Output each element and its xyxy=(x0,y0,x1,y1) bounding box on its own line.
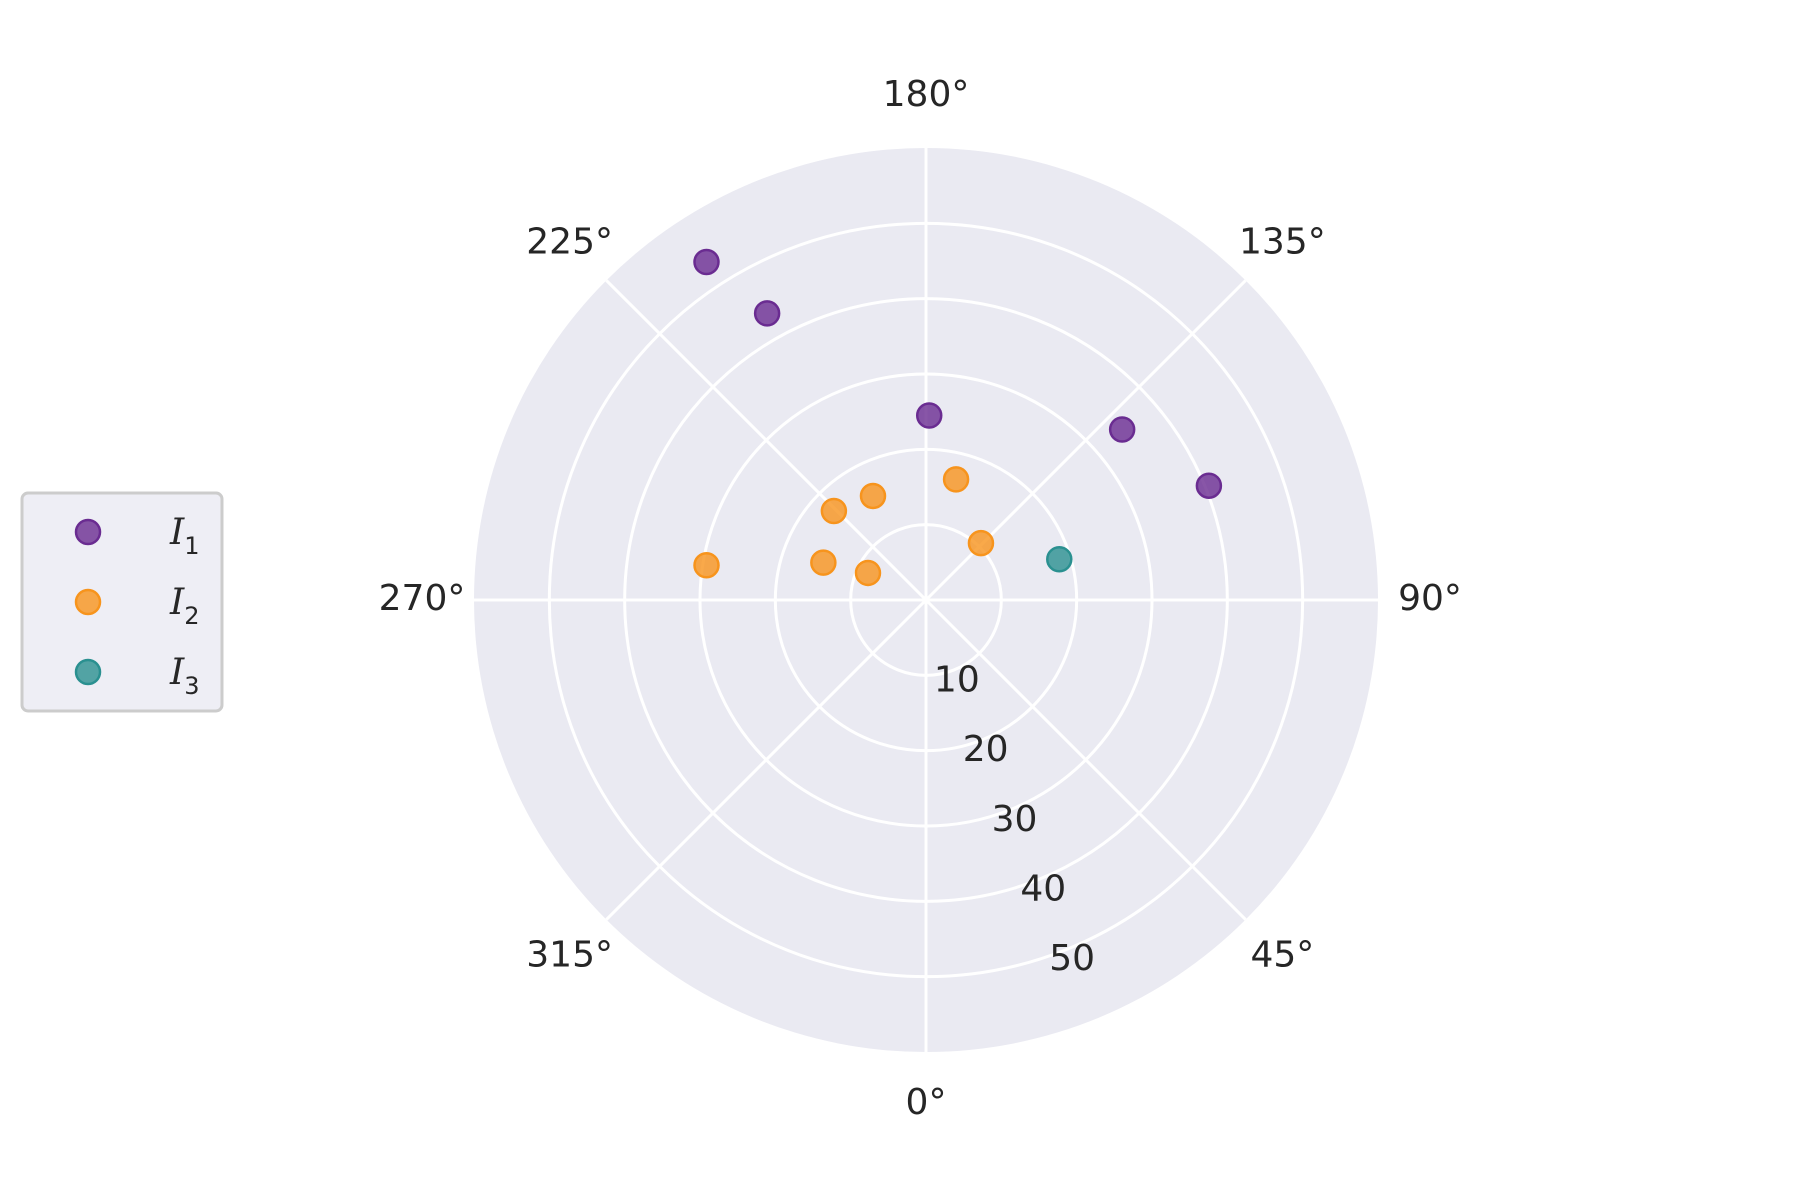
r-tick-label: 30 xyxy=(992,799,1038,840)
scatter-point-series-2 xyxy=(820,497,848,525)
theta-tick-label: 0° xyxy=(906,1082,947,1123)
r-tick-label: 20 xyxy=(963,729,1009,770)
angular-tick-labels: 0° 45° 90° 135° 180° 225° 270° 315° xyxy=(379,74,1462,1123)
r-tick-label: 40 xyxy=(1020,868,1066,909)
angular-gridline xyxy=(605,598,928,921)
scatter-point-series-2 xyxy=(859,482,887,510)
scatter-point-series-1 xyxy=(1195,472,1223,499)
legend-box xyxy=(20,491,224,713)
legend-marker xyxy=(74,518,102,546)
theta-tick-label: 90° xyxy=(1398,578,1462,619)
scatter-point-series-1 xyxy=(1108,416,1136,443)
legend-marker xyxy=(74,658,102,686)
scatter-point-series-1 xyxy=(753,300,781,327)
theta-tick-label: 225° xyxy=(526,222,613,263)
theta-tick-label: 45° xyxy=(1250,934,1314,975)
r-tick-label: 10 xyxy=(934,660,980,701)
theta-tick-label: 180° xyxy=(883,74,970,115)
data-points xyxy=(693,248,1223,587)
scatter-point-series-1 xyxy=(693,248,720,276)
r-tick-label: 50 xyxy=(1049,938,1095,979)
theta-tick-label: 315° xyxy=(526,934,613,975)
theta-tick-label: 270° xyxy=(379,578,466,619)
scatter-point-series-2 xyxy=(967,529,995,557)
scatter-point-series-1 xyxy=(915,402,943,429)
legend-marker xyxy=(74,588,102,616)
scatter-point-series-2 xyxy=(693,551,720,579)
scatter-point-series-2 xyxy=(810,549,837,576)
scatter-point-series-2 xyxy=(854,559,882,587)
polar-grid xyxy=(474,148,1378,1052)
radial-tick-labels: 10 20 30 40 50 xyxy=(934,660,1095,979)
angular-gridline xyxy=(924,598,1247,921)
angular-gridline xyxy=(605,279,928,602)
theta-tick-label: 135° xyxy=(1239,222,1326,263)
scatter-point-series-2 xyxy=(942,466,970,493)
scatter-point-series-3 xyxy=(1046,546,1073,573)
